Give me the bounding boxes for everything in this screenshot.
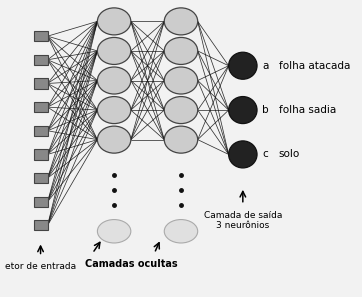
Bar [34, 102, 47, 112]
Text: Camada de saída
3 neurônios: Camada de saída 3 neurônios [204, 211, 282, 230]
Ellipse shape [164, 126, 198, 153]
Ellipse shape [164, 37, 198, 64]
Ellipse shape [229, 141, 257, 168]
Ellipse shape [164, 97, 198, 124]
Bar [34, 197, 47, 207]
Ellipse shape [229, 97, 257, 124]
Bar [34, 55, 47, 65]
Ellipse shape [97, 126, 131, 153]
Bar [34, 78, 47, 89]
Ellipse shape [97, 219, 131, 243]
Bar [34, 173, 47, 183]
Bar [34, 149, 47, 159]
Text: folha atacada: folha atacada [279, 61, 350, 71]
Ellipse shape [164, 8, 198, 35]
Bar [34, 126, 47, 136]
Ellipse shape [97, 67, 131, 94]
Bar [34, 31, 47, 41]
Text: etor de entrada: etor de entrada [5, 262, 76, 271]
Text: a: a [262, 61, 269, 71]
Text: c: c [262, 149, 268, 159]
Ellipse shape [229, 52, 257, 79]
Ellipse shape [97, 37, 131, 64]
Ellipse shape [164, 219, 198, 243]
Ellipse shape [97, 97, 131, 124]
Text: b: b [262, 105, 269, 115]
Text: solo: solo [279, 149, 300, 159]
Text: Camadas ocultas: Camadas ocultas [85, 259, 178, 269]
Bar [34, 220, 47, 230]
Text: folha sadia: folha sadia [279, 105, 336, 115]
Ellipse shape [164, 67, 198, 94]
Ellipse shape [97, 8, 131, 35]
